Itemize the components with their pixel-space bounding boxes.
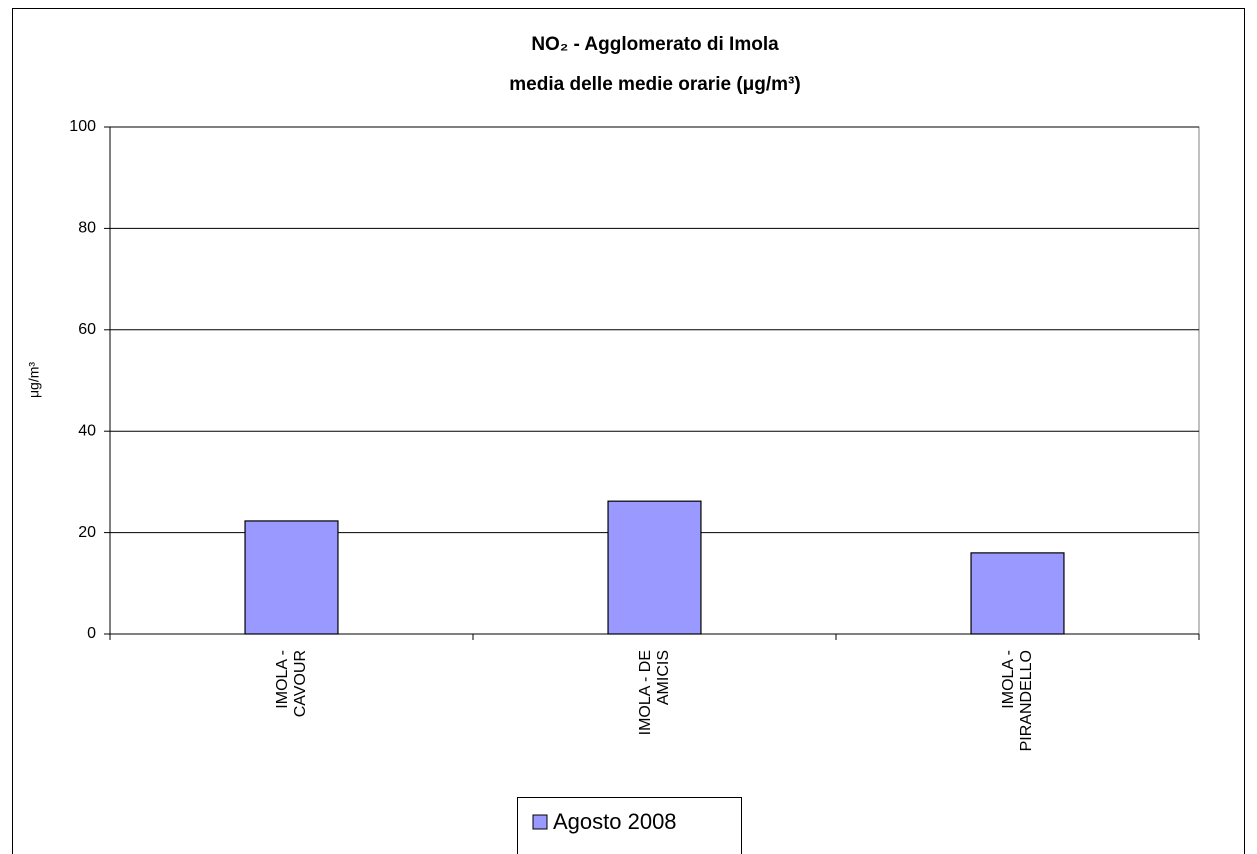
y-tick-label: 40 bbox=[78, 422, 96, 439]
y-tick-label: 0 bbox=[87, 625, 96, 642]
y-tick-label: 80 bbox=[78, 220, 96, 237]
bar bbox=[607, 500, 702, 635]
x-tick-label: IMOLA - DE AMICIS bbox=[636, 650, 672, 736]
y-tick-label: 60 bbox=[78, 321, 96, 338]
chart-title: NO₂ - Agglomerato di Imola bbox=[531, 34, 779, 55]
legend-swatch bbox=[532, 814, 548, 830]
chart-subtitle: media delle medie orarie (μg/m³) bbox=[509, 74, 800, 95]
x-tick-label: IMOLA - PIRANDELLO bbox=[999, 650, 1035, 752]
y-tick-label: 100 bbox=[69, 118, 96, 135]
bar bbox=[244, 520, 339, 635]
y-tick-label: 20 bbox=[78, 524, 96, 541]
x-tick-label: IMOLA - CAVOUR bbox=[273, 650, 309, 718]
y-axis-label: μg/m³ bbox=[26, 362, 42, 398]
bar bbox=[970, 552, 1065, 635]
legend-box bbox=[517, 797, 742, 854]
legend-label: Agosto 2008 bbox=[553, 809, 677, 834]
